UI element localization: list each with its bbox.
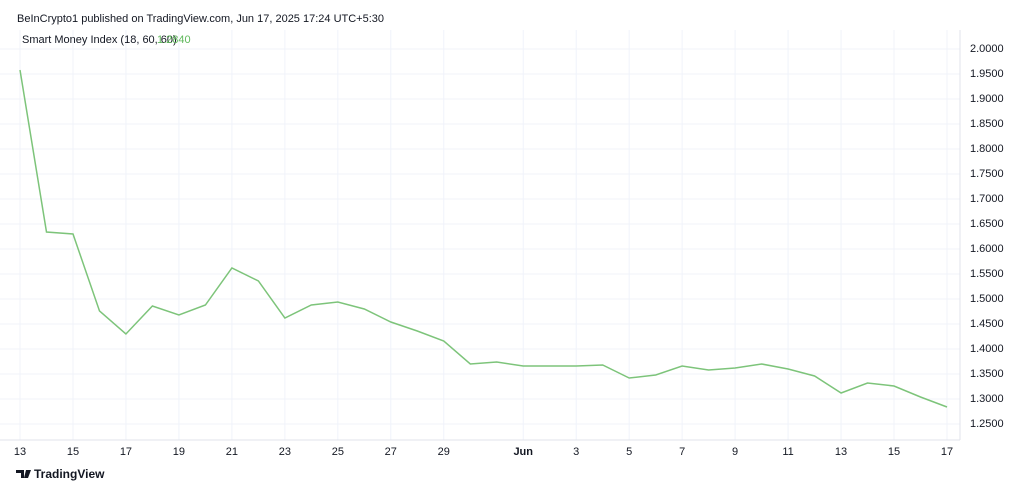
y-tick-label: 1.2500: [970, 418, 1004, 430]
y-tick-label: 1.4000: [970, 343, 1004, 355]
y-tick-label: 1.5000: [970, 293, 1004, 305]
y-tick-label: 2.0000: [970, 43, 1004, 55]
x-tick-label: 21: [226, 446, 238, 458]
x-tick-label: 11: [782, 446, 793, 458]
header: BeInCrypto1 published on TradingView.com…: [17, 13, 384, 25]
x-tick-label: 15: [888, 446, 900, 458]
x-tick-label: 13: [14, 446, 26, 458]
x-tick-label: 17: [941, 446, 953, 458]
series-line: [19, 69, 948, 408]
y-tick-label: 1.6000: [970, 243, 1004, 255]
x-tick-label: 5: [626, 446, 632, 458]
x-tick-label: 27: [385, 446, 397, 458]
x-tick-label: 25: [332, 446, 344, 458]
y-tick-label: 1.3000: [970, 393, 1004, 405]
y-tick-label: 1.3500: [970, 368, 1004, 380]
x-tick-label: 19: [173, 446, 185, 458]
brand-logo: [16, 470, 31, 478]
y-tick-label: 1.8000: [970, 143, 1004, 155]
x-tick-label: 17: [120, 446, 132, 458]
x-tick-label: 29: [438, 446, 450, 458]
x-tick-label: 23: [279, 446, 291, 458]
y-tick-label: 1.5500: [970, 268, 1004, 280]
y-tick-label: 1.7000: [970, 193, 1004, 205]
x-tick-label: 9: [732, 446, 738, 458]
indicator-name: Smart Money Index (18, 60, 60): [22, 34, 177, 46]
y-tick-label: 1.8500: [970, 118, 1004, 130]
x-tick-label: 13: [835, 446, 847, 458]
y-tick-label: 1.7500: [970, 168, 1004, 180]
y-tick-label: 1.4500: [970, 318, 1004, 330]
x-tick-label: Jun: [513, 446, 533, 458]
brand: TradingView: [34, 467, 105, 481]
y-tick-label: 1.9000: [970, 93, 1004, 105]
x-tick-label: 7: [679, 446, 685, 458]
y-tick-label: 1.6500: [970, 218, 1004, 230]
x-tick-label: 3: [573, 446, 579, 458]
x-tick-label: 15: [67, 446, 79, 458]
y-tick-label: 1.9500: [970, 68, 1004, 80]
indicator-value: 1.2840: [157, 34, 191, 46]
